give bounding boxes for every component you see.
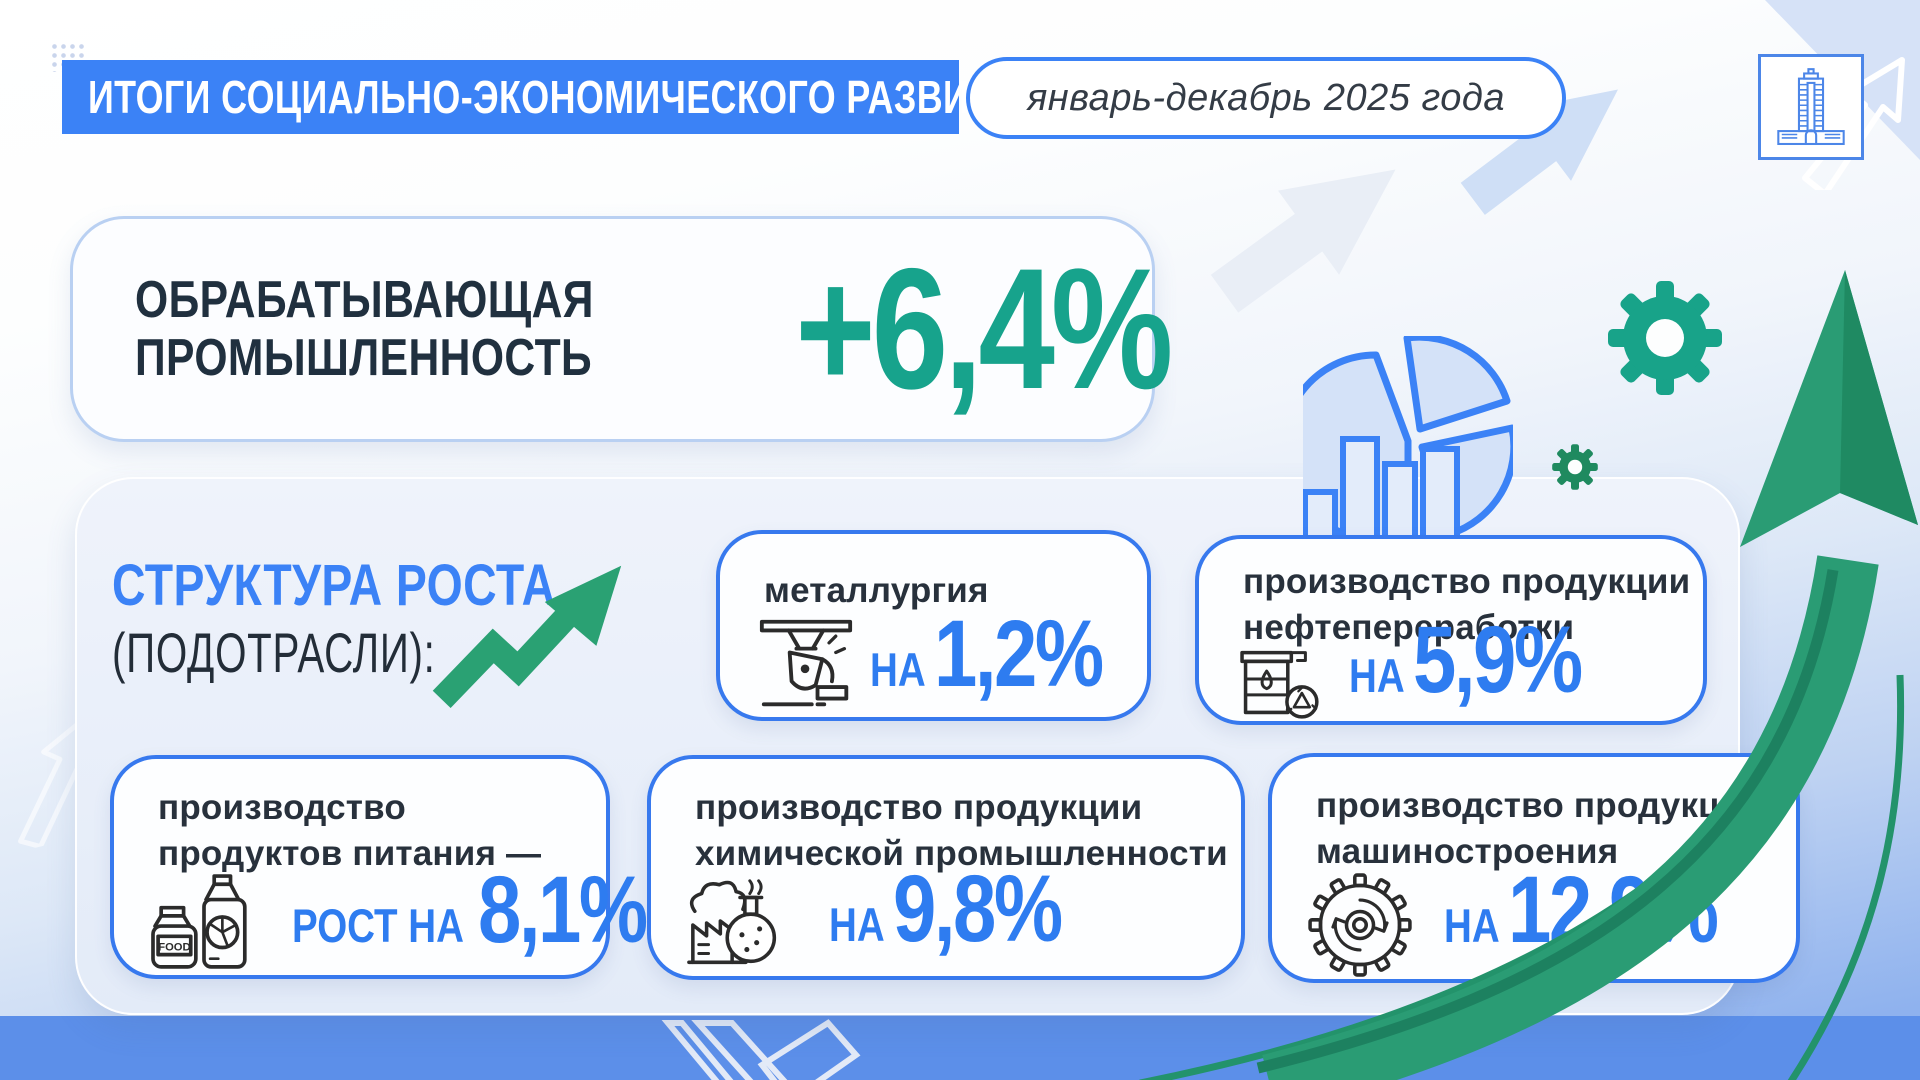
gear-small-icon bbox=[1552, 444, 1598, 490]
food-products-icon: FOOD bbox=[151, 874, 247, 969]
card-refinery-value-row: НА 5,9% bbox=[1349, 606, 1617, 713]
card-chemical: производство продукции химической промыш… bbox=[647, 755, 1245, 980]
organization-logo bbox=[1758, 54, 1864, 160]
growth-zigzag-arrow-icon bbox=[432, 565, 622, 708]
pie-bar-chart-illustration-icon bbox=[1303, 336, 1513, 551]
card-refinery-prefix: НА bbox=[1349, 648, 1405, 702]
period-label: январь-декабрь 2025 года bbox=[1026, 76, 1506, 119]
bg-arrow-faint-icon bbox=[1210, 169, 1396, 313]
card-chemical-label: производство продукции химической промыш… bbox=[695, 788, 1228, 873]
period-pill: январь-декабрь 2025 года bbox=[966, 57, 1566, 139]
highlight-title: ОБРАБАТЫВАЮЩАЯ ПРОМЫШЛЕННОСТЬ bbox=[135, 271, 695, 387]
band-parallelogram-deco-icon bbox=[661, 1019, 861, 1080]
manufacturing-highlight-card: ОБРАБАТЫВАЮЩАЯ ПРОМЫШЛЕННОСТЬ +6,4% bbox=[70, 216, 1173, 442]
building-icon bbox=[1777, 68, 1845, 146]
chemical-plant-flask-icon bbox=[687, 879, 777, 965]
card-metallurgy: металлургия НА 1,2% bbox=[716, 530, 1151, 721]
card-food-prefix: РОСТ НА bbox=[292, 898, 464, 952]
card-food-value-row: РОСТ НА 8,1% bbox=[292, 856, 682, 963]
gear-arrows-icon bbox=[1308, 873, 1412, 977]
card-metallurgy-prefix: НА bbox=[870, 642, 926, 696]
card-food-label: производство продуктов питания — bbox=[158, 788, 542, 873]
highlight-title-line1: ОБРАБАТЫВАЮЩАЯ bbox=[135, 270, 594, 329]
oil-barrel-recycle-icon bbox=[1240, 650, 1319, 719]
section-title: СТРУКТУРА РОСТА bbox=[112, 553, 556, 618]
food-jar-label: FOOD bbox=[158, 942, 190, 954]
highlight-value: +6,4% bbox=[794, 232, 1173, 425]
card-refinery: производство продукции нефтепереработки … bbox=[1195, 535, 1707, 725]
header-bar: ИТОГИ СОЦИАЛЬНО-ЭКОНОМИЧЕСКОГО РАЗВИТИЯ bbox=[62, 60, 1043, 134]
card-food: производство продуктов питания — FOOD РО… bbox=[110, 755, 648, 979]
section-subtitle: (ПОДОТРАСЛИ): bbox=[112, 621, 436, 684]
gear-large-icon bbox=[1608, 281, 1722, 395]
card-chemical-prefix: НА bbox=[829, 897, 885, 951]
card-refinery-value: 5,9% bbox=[1412, 606, 1583, 713]
card-metallurgy-value: 1,2% bbox=[933, 600, 1104, 707]
card-machinery-prefix: НА bbox=[1444, 898, 1500, 952]
card-metallurgy-value-row: НА 1,2% bbox=[870, 600, 1138, 707]
highlight-title-line2: ПРОМЫШЛЕННОСТЬ bbox=[135, 329, 593, 387]
page-title: ИТОГИ СОЦИАЛЬНО-ЭКОНОМИЧЕСКОГО РАЗВИТИЯ bbox=[88, 71, 1044, 123]
bg-arrow-blue-icon bbox=[1460, 89, 1618, 215]
card-machinery-label: производство продукции машиностроения bbox=[1316, 786, 1764, 871]
card-food-value: 8,1% bbox=[477, 856, 648, 963]
growth-curve-arrow-icon bbox=[1139, 270, 1918, 1080]
card-chemical-value-row: НА 9,8% bbox=[829, 855, 1097, 962]
card-chemical-value: 9,8% bbox=[892, 855, 1063, 962]
ladle-icon bbox=[759, 619, 853, 707]
card-refinery-label: производство продукции нефтепереработки bbox=[1243, 562, 1691, 647]
card-metallurgy-label: металлургия bbox=[764, 571, 989, 610]
bottom-band bbox=[0, 1016, 1920, 1080]
